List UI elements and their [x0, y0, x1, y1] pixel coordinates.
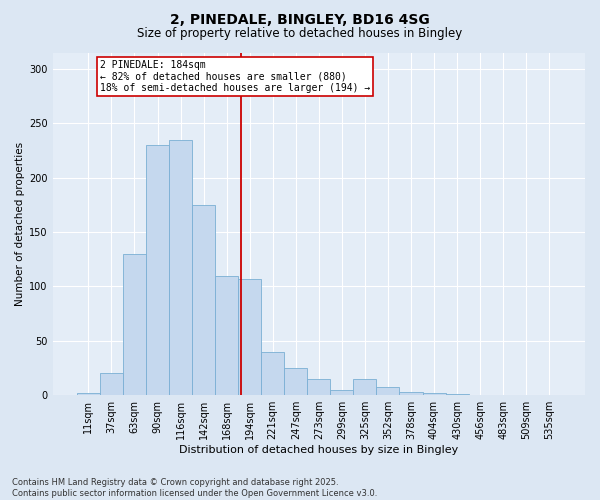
Bar	[422, 393, 446, 395]
Bar	[123, 254, 146, 395]
Bar	[307, 379, 331, 395]
Bar	[446, 394, 469, 395]
Bar	[261, 352, 284, 395]
Bar	[376, 386, 400, 395]
Bar	[353, 379, 376, 395]
Bar	[192, 205, 215, 395]
Bar	[100, 374, 123, 395]
Bar	[215, 276, 238, 395]
Bar	[169, 140, 192, 395]
Bar	[284, 368, 307, 395]
Bar	[400, 392, 422, 395]
Bar	[146, 145, 169, 395]
Text: Size of property relative to detached houses in Bingley: Size of property relative to detached ho…	[137, 28, 463, 40]
Y-axis label: Number of detached properties: Number of detached properties	[15, 142, 25, 306]
Bar	[238, 279, 261, 395]
Bar	[331, 390, 353, 395]
Text: Contains HM Land Registry data © Crown copyright and database right 2025.
Contai: Contains HM Land Registry data © Crown c…	[12, 478, 377, 498]
Bar	[77, 393, 100, 395]
Text: 2, PINEDALE, BINGLEY, BD16 4SG: 2, PINEDALE, BINGLEY, BD16 4SG	[170, 12, 430, 26]
X-axis label: Distribution of detached houses by size in Bingley: Distribution of detached houses by size …	[179, 445, 458, 455]
Text: 2 PINEDALE: 184sqm
← 82% of detached houses are smaller (880)
18% of semi-detach: 2 PINEDALE: 184sqm ← 82% of detached hou…	[100, 60, 370, 94]
